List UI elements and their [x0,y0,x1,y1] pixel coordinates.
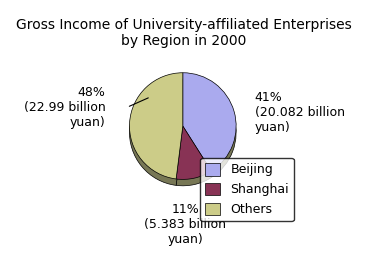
Text: Gross Income of University-affiliated Enterprises
by Region in 2000: Gross Income of University-affiliated En… [16,18,352,48]
Text: 48%
(22.99 billion
yuan): 48% (22.99 billion yuan) [24,86,106,129]
Legend: Beijing, Shanghai, Others: Beijing, Shanghai, Others [200,158,294,221]
Text: 41%
(20.082 billion
yuan): 41% (20.082 billion yuan) [255,91,345,134]
Wedge shape [183,79,236,177]
Text: 11%
(5.383 billion
yuan): 11% (5.383 billion yuan) [145,203,226,246]
Wedge shape [183,73,236,171]
Wedge shape [130,79,183,185]
Wedge shape [130,73,183,179]
Wedge shape [176,132,211,186]
Wedge shape [176,126,211,179]
